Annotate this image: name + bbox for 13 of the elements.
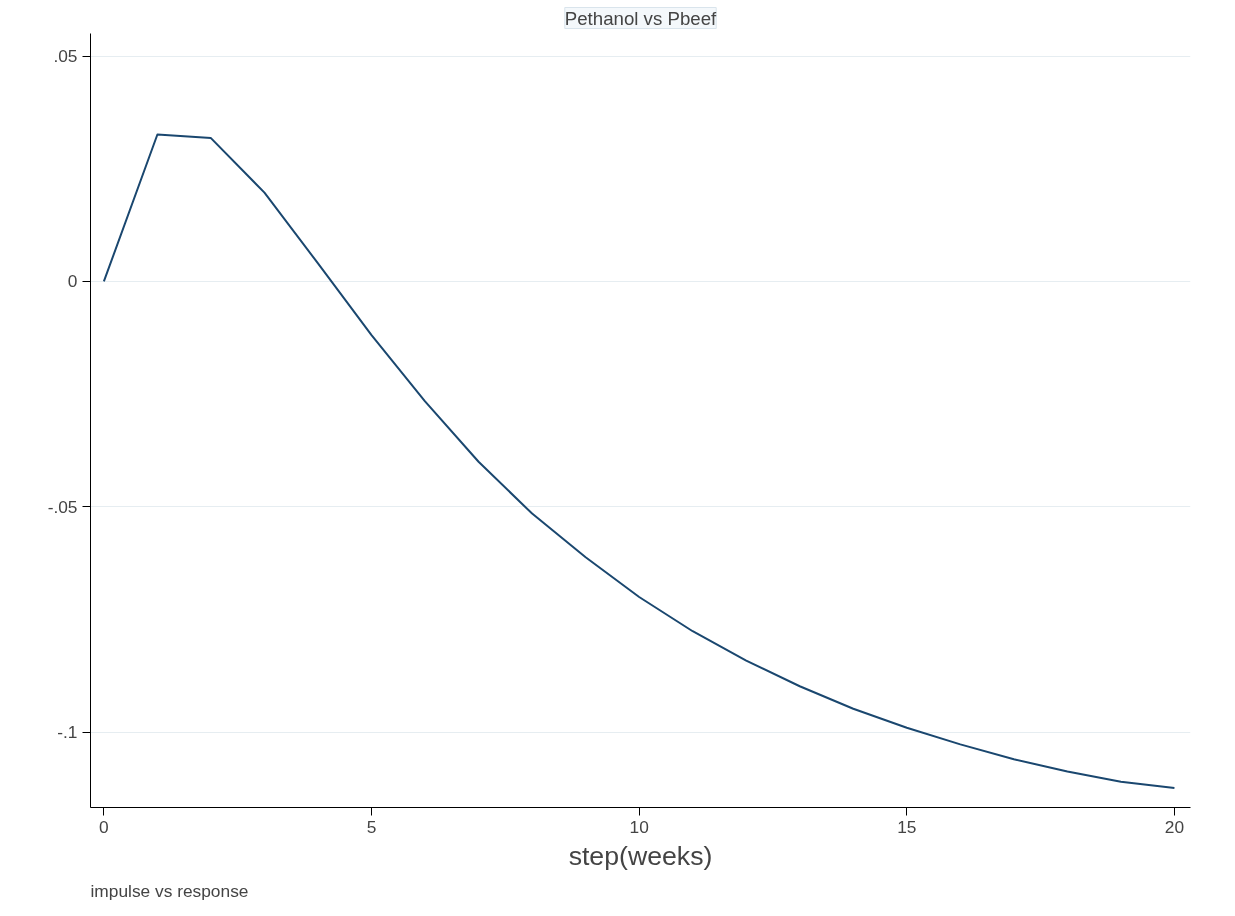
y-tick-label: .05 bbox=[53, 46, 78, 67]
x-tick-label: 0 bbox=[99, 816, 109, 837]
y-tick-label: -.1 bbox=[57, 722, 78, 743]
y-tick-label: 0 bbox=[67, 271, 78, 292]
x-tick-label: 15 bbox=[897, 816, 917, 837]
line-series bbox=[102, 133, 1176, 790]
y-tick-label: -.05 bbox=[47, 496, 78, 517]
chart-title: Pethanol vs Pbeef bbox=[564, 7, 718, 29]
x-axis-title: step(weeks) bbox=[568, 840, 713, 871]
x-tick-label: 20 bbox=[1164, 816, 1185, 837]
text: impulse vs response bbox=[90, 880, 249, 901]
x-tick-label: 5 bbox=[366, 816, 377, 837]
x-tick-label: 10 bbox=[629, 816, 649, 837]
